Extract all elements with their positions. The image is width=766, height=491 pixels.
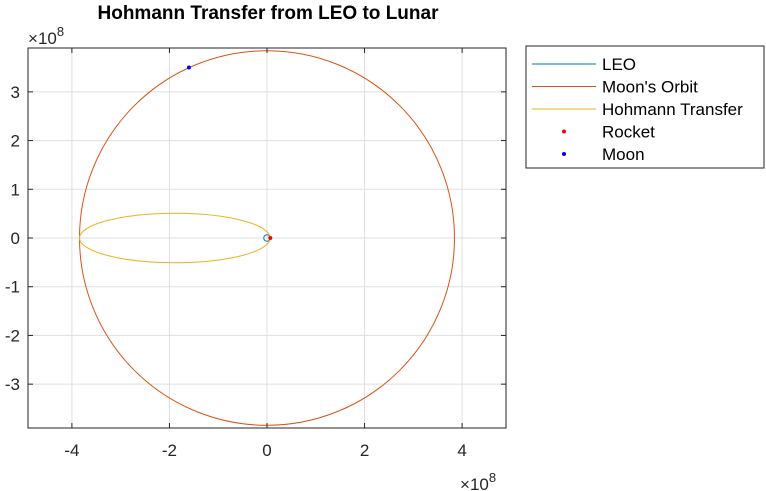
chart-title: Hohmann Transfer from LEO to Lunar [98,3,440,24]
y-exponent-times: × [28,29,38,48]
y-tick-label: -2 [5,326,20,345]
legend-marker-moon [562,152,566,156]
legend-box [525,45,765,169]
x-exponent-times: × [460,475,470,491]
x-tick-label: 4 [457,441,466,460]
moon-point [186,65,191,70]
legend-label-hohmann-transfer: Hohmann Transfer [602,100,743,119]
y-tick-label: 2 [11,132,20,151]
svg-text:×108: ×108 [28,24,64,48]
x-exponent-power: 8 [489,470,496,485]
y-tick-label: 0 [11,229,20,248]
tick-labels: -4 -2 0 2 4 -3 -2 -1 0 1 2 3 [5,83,467,460]
legend-label-moon: Moon [602,145,645,164]
y-exponent-label: ×108 [28,24,64,48]
y-tick-label: 1 [11,180,20,199]
y-exponent-power: 8 [57,24,64,39]
x-tick-label: -2 [162,441,177,460]
x-tick-label: 2 [360,441,369,460]
y-tick-label: -1 [5,278,20,297]
svg-text:×108: ×108 [460,470,496,491]
y-tick-label: 3 [11,83,20,102]
x-exponent-label: ×108 [460,470,496,491]
x-tick-label: -4 [64,441,79,460]
legend-label-moon-s-orbit: Moon's Orbit [602,78,698,97]
tick-marks [28,48,506,428]
x-exponent-base: 10 [470,475,489,491]
legend-label-leo: LEO [602,55,636,74]
grid-lines [28,48,506,428]
legend-marker-rocket [562,129,566,134]
y-exponent-base: 10 [38,29,57,48]
x-tick-label: 0 [262,441,271,460]
legend: LEO Moon's Orbit Hohmann Transfer Rocket Moo… [525,45,765,169]
legend-label-rocket: Rocket [602,123,655,142]
rocket-point [268,236,273,240]
y-tick-label: -3 [5,375,20,394]
